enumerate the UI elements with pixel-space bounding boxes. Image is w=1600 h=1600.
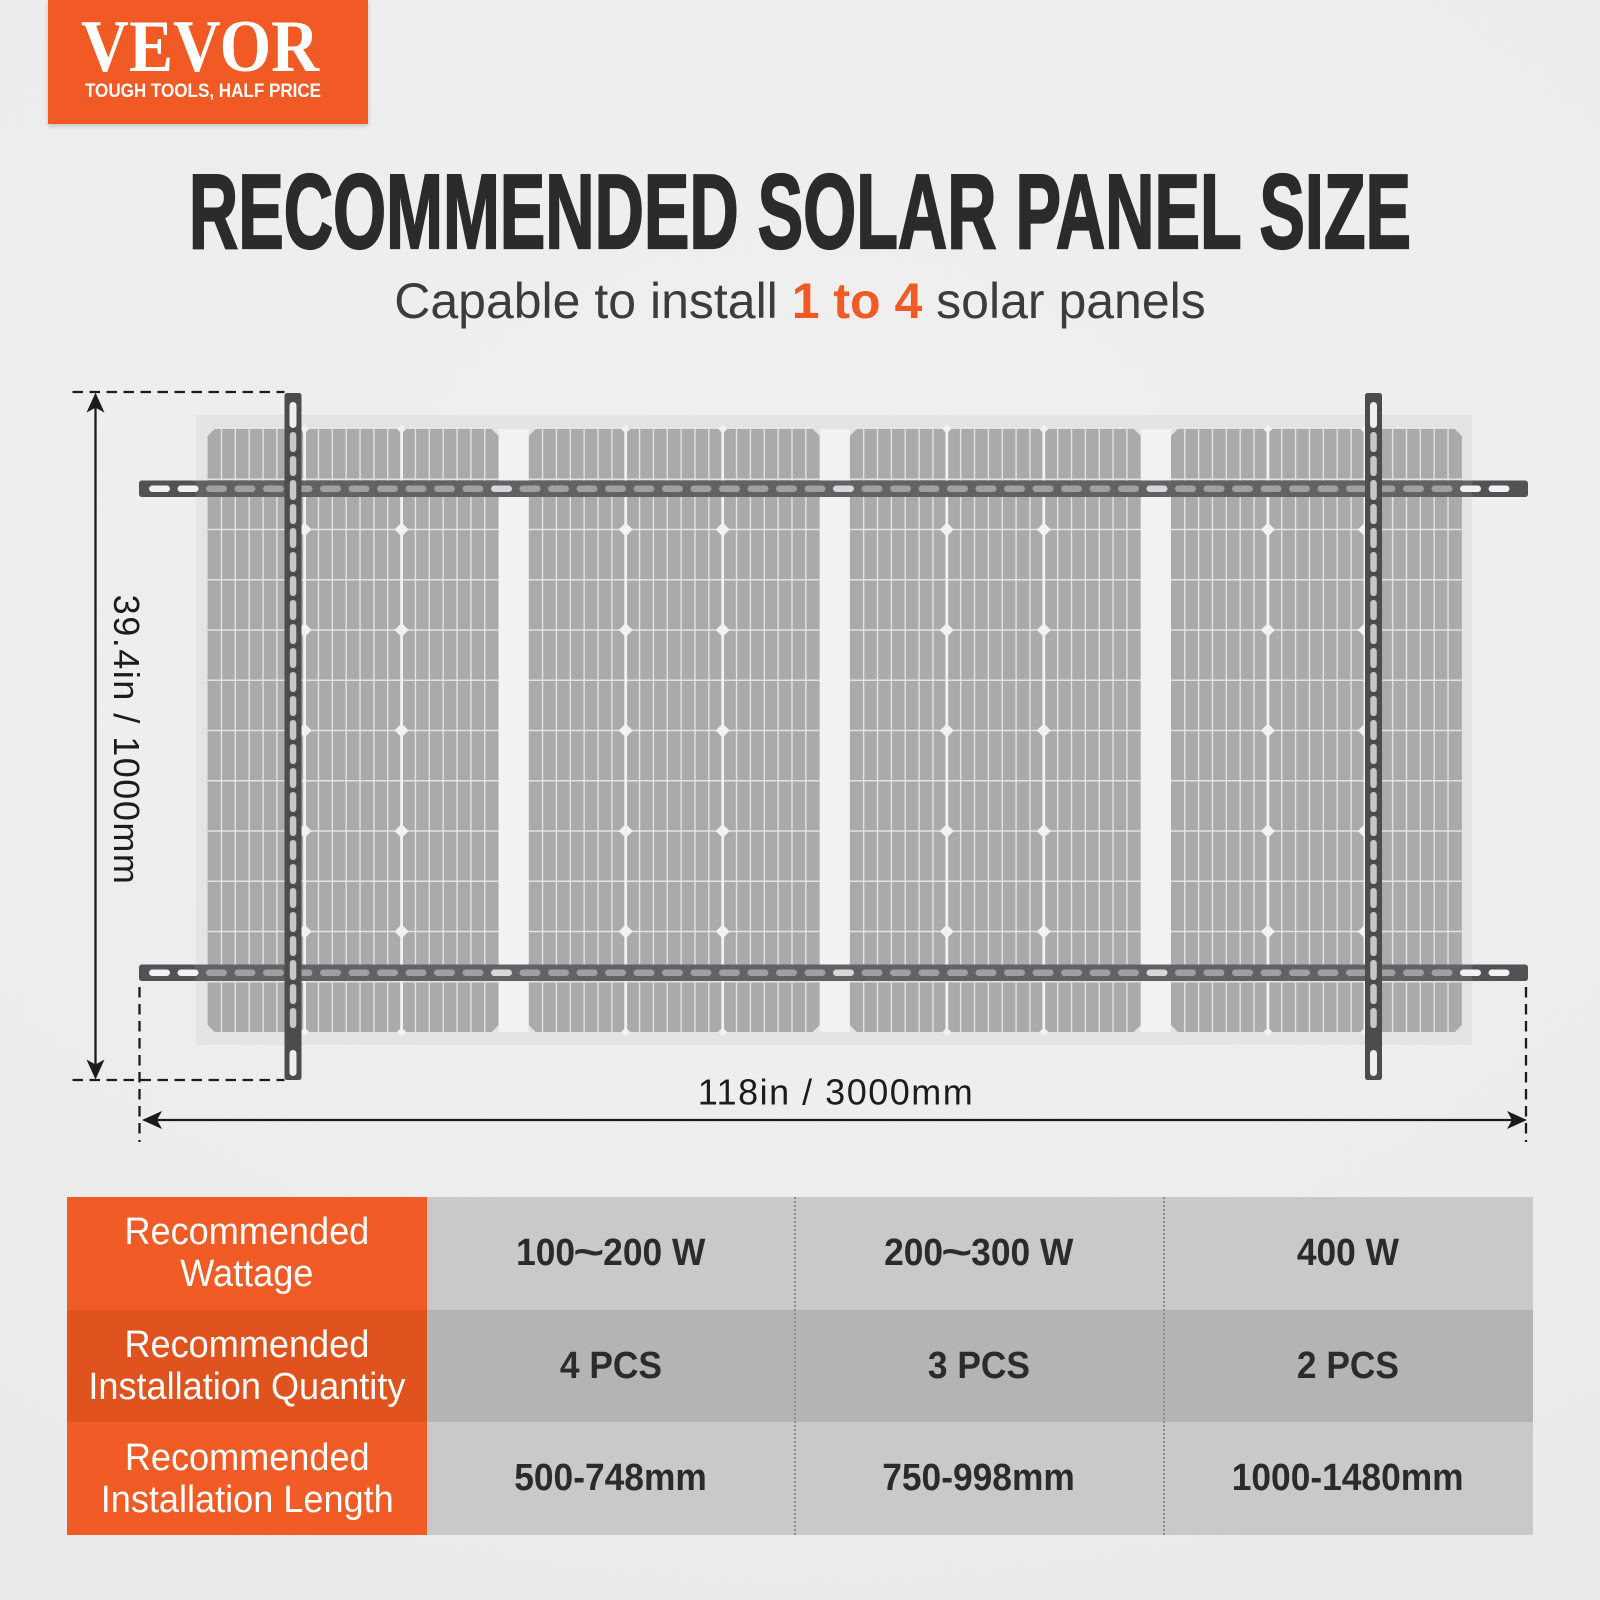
svg-text:118in / 3000mm: 118in / 3000mm xyxy=(698,1072,974,1113)
svg-text:39.4in / 1000mm: 39.4in / 1000mm xyxy=(106,595,147,886)
